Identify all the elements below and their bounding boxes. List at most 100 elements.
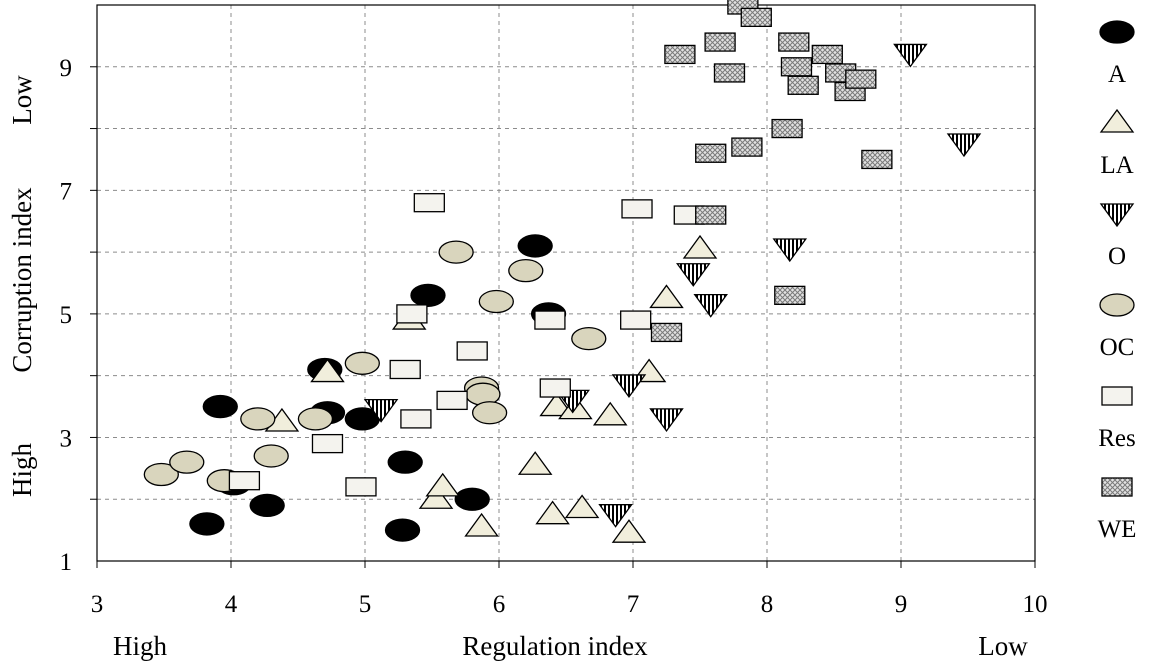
series-a [189,234,567,542]
data-point-a [189,512,225,536]
data-point-la [649,284,684,309]
legend-marker-oc [1099,293,1135,317]
legend-marker-o [1099,203,1135,228]
data-point-we [811,44,843,65]
legend-marker-we [1101,477,1133,497]
y-tick-label: 1 [60,549,73,576]
data-point-res [345,477,377,497]
legend-label: LA [1100,152,1133,179]
y-axis-label: Corruption index [7,187,37,373]
data-point-we [650,322,683,343]
plot-frame [96,4,1036,562]
data-point-la [464,512,499,537]
data-point-res [539,378,571,398]
data-point-we [740,7,772,28]
data-point-oc [253,444,289,468]
data-point-we [731,137,763,157]
data-points [143,0,982,543]
data-point-we [704,32,736,52]
legend-entry-we: WE [1098,477,1136,543]
data-point-la [425,472,460,497]
data-point-o [598,504,633,528]
legend: A LA O OC Res WE [1098,20,1136,543]
x-tick-label: 3 [91,591,104,618]
data-point-oc [169,450,205,474]
x-tick-label: 4 [225,591,238,618]
series-la [264,234,718,543]
data-point-we [774,285,806,306]
legend-label: O [1108,243,1126,270]
data-point-we [695,205,727,225]
legend-marker-res [1101,386,1133,406]
y-tick-label: 9 [60,55,73,82]
data-point-oc [478,289,514,314]
y-tick-label: 7 [60,178,73,205]
data-point-o [693,293,728,318]
legend-marker-la [1099,108,1135,133]
data-point-res [456,341,488,361]
data-point-we [664,44,696,65]
data-point-res [436,390,468,411]
x-axis-high-label: High [113,631,168,661]
data-point-o [676,263,711,287]
x-tick-label: 9 [895,591,908,618]
data-point-res [396,304,428,324]
data-point-res [621,199,653,219]
data-point-oc [508,258,544,283]
data-point-res [413,193,445,213]
data-point-a [454,487,490,511]
x-tick-label: 10 [1023,591,1048,618]
data-point-we [787,75,819,95]
y-tick-label: 3 [60,425,73,452]
legend-marker-a [1099,20,1135,44]
data-point-oc [471,401,508,425]
x-tick-label: 5 [359,591,372,618]
data-point-o [772,238,808,263]
data-point-la [517,451,553,475]
data-point-oc [143,462,179,487]
data-point-o [611,374,647,399]
data-point-la [418,485,454,509]
data-point-la [310,358,345,383]
data-point-a [410,283,446,308]
x-tick-label: 6 [493,591,506,618]
series-we [650,0,893,343]
data-point-la [564,494,600,519]
data-point-o [893,43,928,68]
data-point-res [311,433,344,454]
x-tick-label: 8 [761,591,774,618]
data-point-a [384,518,421,542]
data-point-we [845,69,877,89]
x-axis-low-label: Low [978,631,1028,661]
data-point-we [778,32,810,52]
data-point-we [695,143,727,163]
data-point-we [861,149,893,170]
data-point-a [249,493,285,518]
data-point-a [387,450,423,474]
data-point-res [620,310,652,330]
legend-label: OC [1100,334,1135,361]
data-point-o [363,398,399,423]
legend-entry-o: O [1099,203,1135,270]
series-res [228,193,705,497]
data-point-we [771,118,803,139]
data-point-la [535,500,570,525]
legend-entry-oc: OC [1099,293,1135,361]
data-point-we [713,63,746,83]
data-point-oc [438,240,474,264]
data-point-res [228,471,261,491]
data-point-o [946,133,982,158]
data-point-res [389,359,421,380]
data-point-la [682,234,718,259]
data-point-oc [571,326,607,351]
data-point-la [539,392,574,417]
series-oc [143,240,607,493]
y-axis-high-label: High [7,443,37,498]
y-tick-label: 5 [60,302,73,329]
data-point-oc [240,407,276,431]
data-point-res [400,409,432,429]
legend-label: A [1108,61,1126,88]
data-point-oc [344,351,380,375]
data-point-res [534,310,566,330]
data-point-oc [297,407,334,431]
